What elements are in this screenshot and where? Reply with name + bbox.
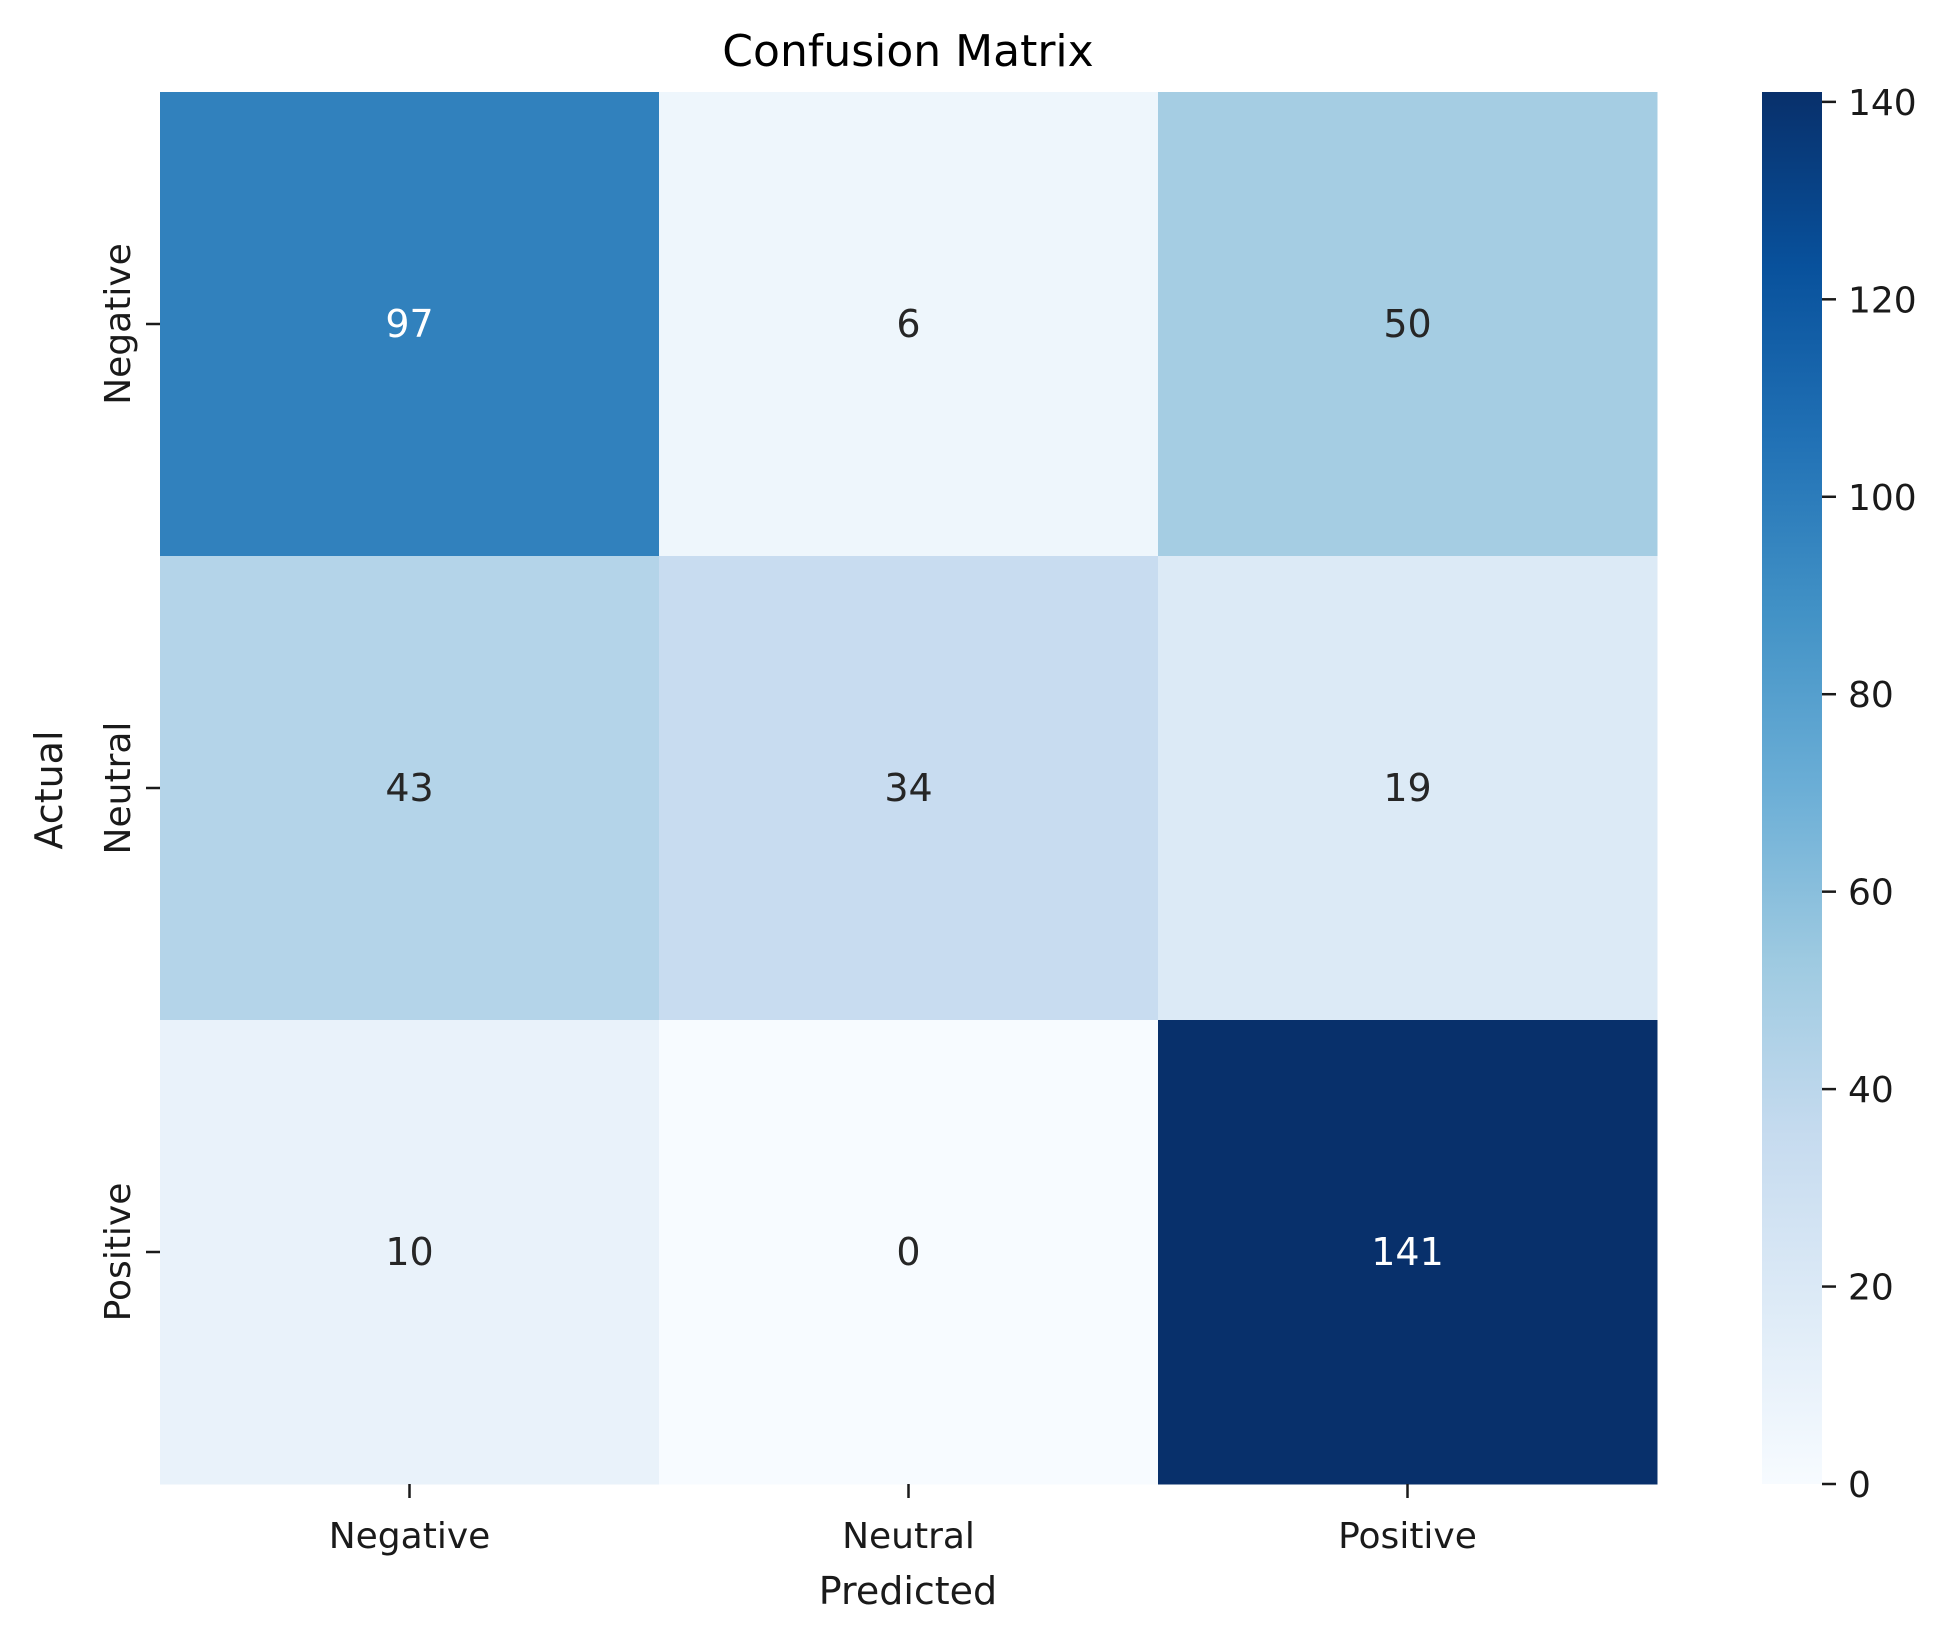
x-axis-ticks: Negative Neutral Positive [329,1484,1477,1557]
cell-value-label: 34 [884,766,932,810]
cell-value-label: 50 [1383,302,1431,346]
colorbar-tick-label: 100 [1848,478,1917,519]
colorbar-tick-label: 20 [1848,1268,1894,1309]
cell-value-label: 0 [896,1230,920,1274]
heatmap-cell-labels: 97 6 50 43 34 19 10 0 141 [385,302,1443,1274]
cell-value-label: 10 [385,1230,433,1274]
colorbar-tick-label: 40 [1848,1070,1894,1111]
x-axis-label: Predicted [819,1569,997,1613]
cell-value-label: 6 [896,302,920,346]
heatmap-cells [160,92,1658,1485]
heatmap-cell [1158,1020,1658,1485]
x-tick-label: Negative [329,1516,491,1557]
colorbar-tick-label: 140 [1848,83,1917,124]
heatmap-cell [1158,556,1658,1021]
heatmap-cell [659,1020,1159,1485]
cell-value-label: 141 [1371,1230,1444,1274]
y-axis-ticks: Negative Neutral Positive [98,243,160,1321]
heatmap-cell [160,92,660,557]
y-axis-label: Actual [27,730,71,849]
x-tick-label: Neutral [842,1516,975,1557]
heatmap-cell [160,1020,660,1485]
heatmap-cell [659,556,1159,1021]
cell-value-label: 19 [1383,766,1431,810]
colorbar-tick-label: 0 [1848,1465,1871,1506]
colorbar-ticks: 0 20 40 60 80 100 120 140 [1822,83,1917,1506]
y-tick-label: Positive [98,1183,139,1322]
colorbar-tick-label: 80 [1848,675,1894,716]
colorbar-tick-label: 60 [1848,873,1894,914]
y-tick-label: Negative [98,243,139,405]
y-tick-label: Neutral [98,722,139,855]
heatmap-cell [160,556,660,1021]
colorbar [1762,92,1822,1484]
cell-value-label: 43 [385,766,433,810]
x-tick-label: Positive [1338,1516,1477,1557]
colorbar-tick-label: 120 [1848,280,1917,321]
chart-title: Confusion Matrix [722,26,1093,77]
heatmap-cell [659,92,1159,557]
cell-value-label: 97 [385,302,433,346]
heatmap-cell [1158,92,1658,557]
